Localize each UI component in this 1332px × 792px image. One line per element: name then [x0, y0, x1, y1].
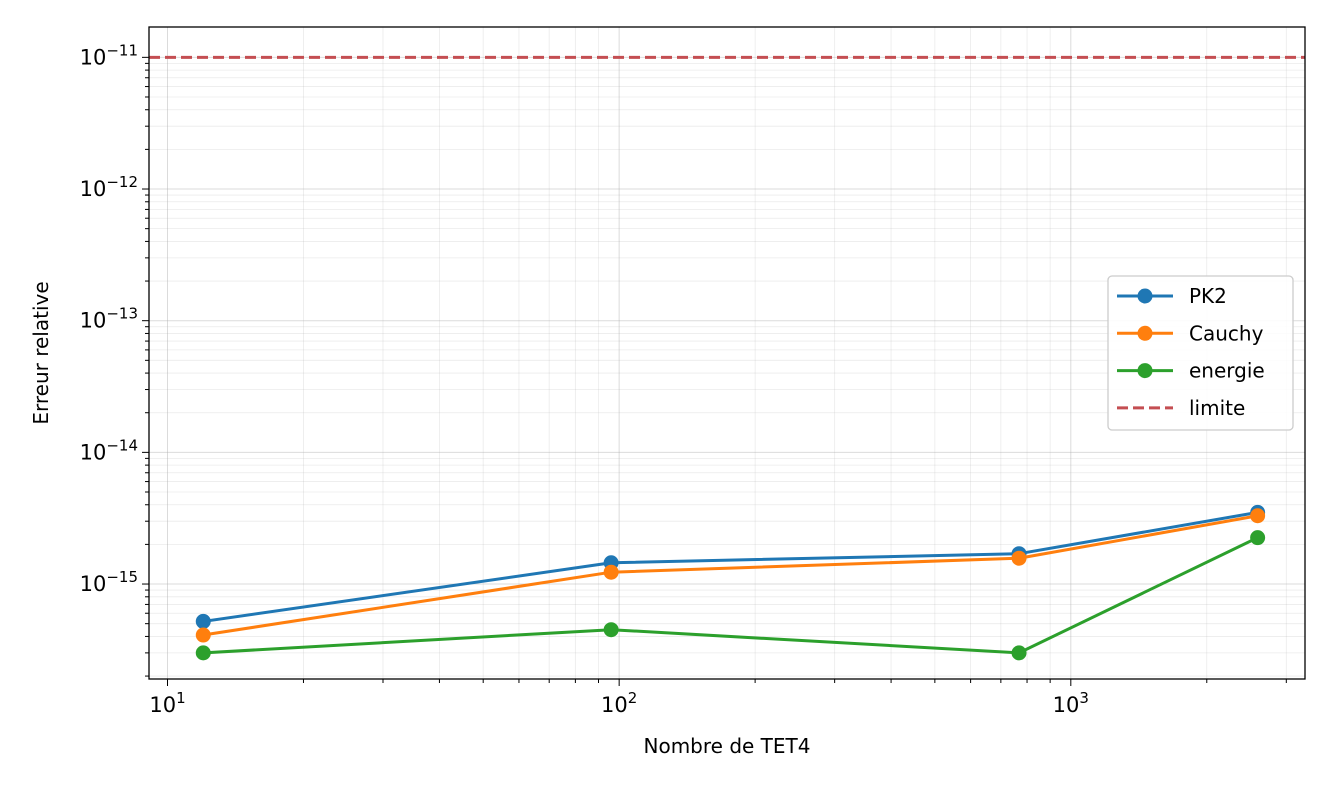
data-point — [195, 627, 211, 643]
legend-marker — [1137, 288, 1153, 304]
y-tick-label: 10−13 — [80, 305, 138, 333]
x-tick-label-exponent: 1 — [176, 689, 186, 707]
y-tick-label-base: 10 — [80, 440, 107, 464]
y-axis-label: Erreur relative — [29, 281, 53, 424]
series-cauchy — [195, 508, 1266, 643]
data-point — [1011, 645, 1027, 661]
y-tick-label-exponent: −12 — [106, 173, 138, 191]
legend-marker — [1137, 325, 1153, 341]
y-tick-label-exponent: −15 — [106, 568, 138, 586]
data-point — [195, 613, 211, 629]
y-tick-label-base: 10 — [80, 177, 107, 201]
y-tick-label-base: 10 — [80, 45, 107, 69]
y-tick-label-base: 10 — [80, 572, 107, 596]
x-tick-label-exponent: 3 — [1079, 689, 1089, 707]
series-group — [149, 55, 1305, 661]
data-point — [195, 645, 211, 661]
y-tick-label: 10−11 — [80, 41, 138, 69]
data-point — [603, 564, 619, 580]
data-point — [1011, 550, 1027, 566]
y-tick-label-base: 10 — [80, 309, 107, 333]
legend-marker — [1137, 363, 1153, 379]
data-point — [1250, 508, 1266, 524]
data-point — [1250, 530, 1266, 546]
legend-entry-energie: energie — [1117, 359, 1265, 383]
legend-label: energie — [1189, 359, 1265, 383]
legend-entry-limite: limite — [1117, 396, 1245, 420]
x-tick-label-exponent: 2 — [628, 689, 638, 707]
legend-label: limite — [1189, 396, 1245, 420]
legend-label: Cauchy — [1189, 321, 1264, 345]
legend-box — [1107, 275, 1294, 431]
y-tick-label: 10−12 — [80, 173, 138, 201]
legend-entry-pk2: PK2 — [1117, 284, 1227, 308]
plot-frame — [148, 26, 1306, 680]
y-tick-label-exponent: −13 — [106, 305, 138, 323]
x-tick-label-base: 10 — [149, 693, 176, 717]
x-tick-label: 101 — [149, 689, 185, 717]
series-energie — [195, 530, 1266, 661]
series-line — [201, 535, 1260, 655]
x-axis-label: Nombre de TET4 — [644, 734, 811, 758]
x-tick-label-base: 10 — [1053, 693, 1080, 717]
y-tick-label: 10−15 — [80, 568, 138, 596]
y-tick-label-exponent: −14 — [106, 436, 138, 454]
x-tick-label: 103 — [1053, 689, 1089, 717]
legend-label: PK2 — [1189, 284, 1227, 308]
y-tick-label-exponent: −11 — [106, 41, 138, 59]
series-line — [201, 510, 1260, 624]
legend: PK2 Cauchy energie limite — [1107, 275, 1294, 431]
y-tick-label: 10−14 — [80, 436, 138, 464]
series-line — [201, 514, 1260, 637]
x-tick-label: 102 — [601, 689, 637, 717]
x-tick-label-base: 10 — [601, 693, 628, 717]
data-point — [603, 622, 619, 638]
legend-entry-cauchy: Cauchy — [1117, 321, 1264, 345]
